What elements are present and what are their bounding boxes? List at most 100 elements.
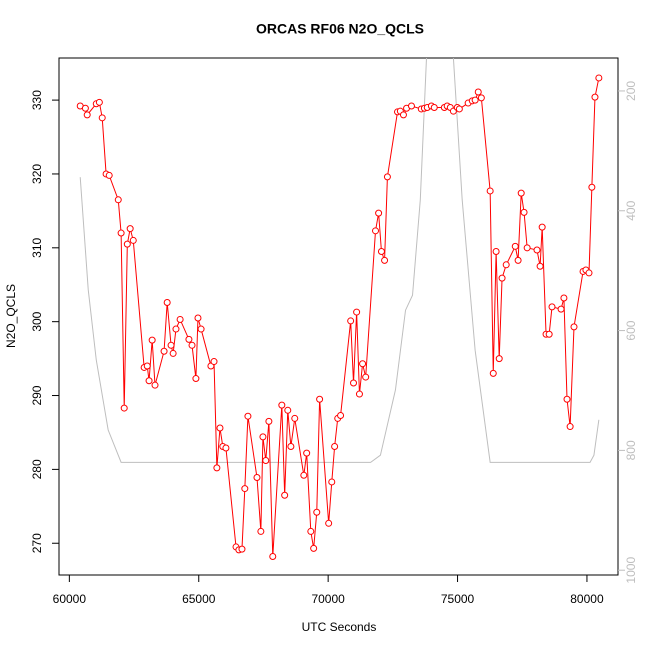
data-point bbox=[316, 395, 324, 403]
data-point bbox=[281, 491, 289, 499]
data-point bbox=[347, 317, 355, 325]
data-point bbox=[253, 474, 261, 482]
data-point bbox=[362, 373, 370, 381]
data-point bbox=[257, 527, 265, 535]
y2-tick-label: 400 bbox=[624, 200, 638, 220]
data-point bbox=[83, 111, 91, 119]
x-tick-label: 70000 bbox=[311, 592, 345, 606]
data-point bbox=[284, 406, 292, 414]
data-point bbox=[399, 111, 407, 119]
data-point bbox=[557, 305, 565, 313]
data-point bbox=[359, 360, 367, 368]
y2-tick-label: 1000 bbox=[624, 557, 638, 584]
data-point bbox=[545, 330, 553, 338]
data-point bbox=[538, 223, 546, 231]
data-point bbox=[265, 417, 273, 425]
data-point bbox=[325, 519, 333, 527]
data-point bbox=[151, 381, 159, 389]
data-point bbox=[372, 227, 380, 235]
data-point bbox=[591, 93, 599, 101]
data-point bbox=[167, 341, 175, 349]
data-point bbox=[105, 171, 113, 179]
data-point bbox=[262, 457, 270, 465]
data-point bbox=[244, 412, 252, 420]
data-point bbox=[328, 478, 336, 486]
series-line bbox=[79, 58, 600, 463]
data-point bbox=[278, 401, 286, 409]
data-point bbox=[81, 104, 89, 112]
data-point bbox=[588, 183, 596, 191]
x-tick-label: 60000 bbox=[53, 592, 87, 606]
y-tick-label: 290 bbox=[30, 385, 44, 405]
data-point bbox=[145, 377, 153, 385]
data-point bbox=[455, 105, 463, 113]
data-point bbox=[160, 347, 168, 355]
data-point bbox=[375, 209, 383, 217]
data-point bbox=[337, 411, 345, 419]
data-point bbox=[563, 395, 571, 403]
data-point bbox=[511, 242, 519, 250]
data-point bbox=[197, 325, 205, 333]
y-tick-label: 310 bbox=[30, 237, 44, 257]
data-point bbox=[548, 303, 556, 311]
data-point bbox=[310, 544, 318, 552]
data-point bbox=[194, 314, 202, 322]
data-point bbox=[350, 379, 358, 387]
data-point bbox=[117, 229, 125, 237]
x-axis-title: UTC Seconds bbox=[302, 620, 377, 634]
data-point bbox=[210, 358, 218, 366]
data-point bbox=[377, 248, 385, 256]
data-point bbox=[517, 189, 525, 197]
y-tick-label: 270 bbox=[30, 533, 44, 553]
data-point bbox=[355, 390, 363, 398]
data-point bbox=[477, 94, 485, 102]
data-point bbox=[474, 88, 482, 96]
data-point bbox=[353, 308, 361, 316]
data-point bbox=[120, 404, 128, 412]
y-axis-title: N2O_QCLS bbox=[4, 284, 18, 348]
data-point bbox=[176, 315, 184, 323]
data-point bbox=[291, 414, 299, 422]
x-tick-label: 75000 bbox=[441, 592, 475, 606]
data-point bbox=[98, 114, 106, 122]
data-point bbox=[303, 449, 311, 457]
data-point bbox=[486, 187, 494, 195]
y-tick-label: 280 bbox=[30, 459, 44, 479]
x-tick-label: 65000 bbox=[182, 592, 216, 606]
data-point bbox=[489, 369, 497, 377]
data-point bbox=[495, 355, 503, 363]
y-tick-label: 300 bbox=[30, 311, 44, 331]
data-point bbox=[216, 424, 224, 432]
data-point bbox=[259, 433, 267, 441]
data-point bbox=[492, 248, 500, 256]
data-point bbox=[514, 256, 522, 264]
data-point bbox=[595, 74, 603, 82]
data-point bbox=[566, 423, 574, 431]
y-tick-label: 320 bbox=[30, 164, 44, 184]
y2-tick-label: 800 bbox=[624, 440, 638, 460]
data-point bbox=[269, 553, 277, 561]
data-point bbox=[238, 545, 246, 553]
data-point bbox=[185, 335, 193, 343]
data-point bbox=[126, 225, 134, 233]
data-point bbox=[163, 298, 171, 306]
data-point bbox=[430, 103, 438, 111]
data-point bbox=[313, 508, 321, 516]
data-point bbox=[169, 349, 177, 357]
data-point bbox=[383, 173, 391, 181]
data-point bbox=[143, 362, 151, 370]
y-tick-label: 330 bbox=[30, 90, 44, 110]
data-point bbox=[192, 375, 200, 383]
data-point bbox=[129, 236, 137, 244]
data-point bbox=[222, 444, 230, 452]
data-point bbox=[498, 274, 506, 282]
x-tick-label: 80000 bbox=[570, 592, 604, 606]
data-point bbox=[407, 102, 415, 110]
data-point bbox=[536, 262, 544, 270]
chart-title: ORCAS RF06 N2O_QCLS bbox=[256, 21, 424, 37]
plot-frame bbox=[58, 57, 619, 576]
data-point bbox=[570, 323, 578, 331]
